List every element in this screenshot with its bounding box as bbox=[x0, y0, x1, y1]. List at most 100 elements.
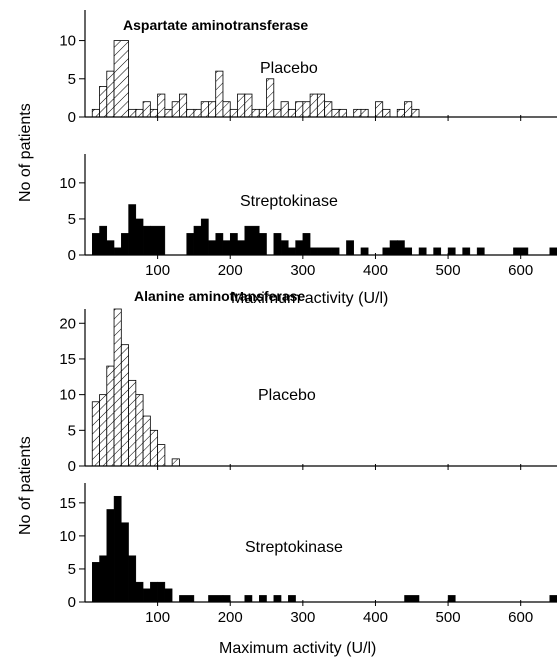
histogram-bar bbox=[418, 247, 427, 256]
histogram-bar bbox=[208, 240, 216, 256]
histogram-bar bbox=[295, 101, 304, 118]
histogram-bar bbox=[121, 522, 129, 603]
x-tick-label: 500 bbox=[436, 609, 461, 626]
histogram-bar bbox=[135, 108, 144, 118]
y-tick-label: 5 bbox=[68, 211, 76, 228]
alt-streptokinase-label: Streptokinase bbox=[245, 539, 343, 556]
histogram-bar bbox=[113, 308, 122, 467]
histogram-bar bbox=[229, 108, 238, 118]
histogram-bar bbox=[288, 595, 296, 603]
histogram-bar bbox=[331, 108, 340, 118]
y-tick-label: 15 bbox=[59, 495, 76, 512]
histogram-bar bbox=[382, 108, 391, 118]
histogram-bar bbox=[171, 101, 180, 118]
y-tick-label: 10 bbox=[59, 528, 76, 545]
histogram-bar bbox=[317, 247, 333, 256]
histogram-bar bbox=[128, 555, 137, 603]
histogram-bar bbox=[150, 225, 166, 256]
alt-placebo-label: Placebo bbox=[258, 387, 316, 404]
x-tick-label: 500 bbox=[436, 262, 461, 279]
histogram-bar bbox=[244, 93, 253, 118]
histogram-bar bbox=[251, 108, 260, 118]
histogram-bar bbox=[222, 240, 231, 256]
histogram-bar bbox=[237, 240, 246, 256]
histogram-bar bbox=[200, 101, 209, 118]
histogram-bar bbox=[229, 233, 238, 256]
histogram-bar bbox=[113, 247, 122, 256]
alt-chart-title: Alanine aminotransferase bbox=[134, 288, 305, 304]
histogram-bar bbox=[164, 108, 173, 118]
histogram-bar bbox=[309, 93, 318, 118]
histogram-bar bbox=[193, 108, 202, 118]
histogram-bar bbox=[447, 247, 456, 256]
x-tick-label: 100 bbox=[145, 609, 170, 626]
histogram-bar bbox=[353, 108, 362, 118]
y-tick-label: 0 bbox=[68, 109, 76, 126]
histogram-bar bbox=[215, 70, 224, 118]
panel-ast-placebo: 0 5 10 bbox=[59, 10, 557, 126]
y-tick-label: 0 bbox=[68, 458, 76, 475]
histogram-bar bbox=[389, 240, 398, 256]
x-tick-label: 200 bbox=[218, 609, 243, 626]
bottom-x-axis-title: Maximum activity (U/l) bbox=[219, 640, 376, 657]
histogram-bar bbox=[273, 595, 282, 603]
x-tick-label: 600 bbox=[508, 262, 533, 279]
histogram-bar bbox=[222, 101, 231, 118]
histogram-bar bbox=[375, 101, 384, 118]
x-tick-label: 100 bbox=[145, 262, 170, 279]
histogram-bar bbox=[309, 247, 318, 256]
histogram-bar bbox=[208, 595, 224, 603]
histogram-bar bbox=[244, 595, 253, 603]
histogram-bar bbox=[259, 595, 267, 603]
histogram-bar bbox=[99, 555, 108, 603]
histogram-bar bbox=[302, 233, 311, 256]
histogram-bar bbox=[302, 101, 311, 118]
x-tick-label: 400 bbox=[363, 609, 388, 626]
histogram-bar bbox=[171, 458, 180, 467]
histogram-bar bbox=[360, 108, 369, 118]
histogram-bar bbox=[149, 429, 159, 467]
histogram-bar bbox=[433, 247, 442, 256]
histogram-bar bbox=[179, 595, 195, 603]
histogram-bar bbox=[149, 108, 159, 118]
y-tick-label: 10 bbox=[59, 387, 76, 404]
histogram-bar bbox=[404, 595, 420, 603]
histogram-bar bbox=[99, 86, 108, 118]
y-tick-label: 0 bbox=[68, 594, 76, 611]
histogram-bar bbox=[113, 495, 122, 603]
y-tick-label: 10 bbox=[59, 175, 76, 192]
histogram-bar bbox=[150, 581, 158, 603]
histogram-bar bbox=[135, 218, 144, 256]
histogram-bar bbox=[273, 233, 282, 256]
y-tick-label: 5 bbox=[68, 71, 76, 88]
histogram-bar bbox=[404, 247, 413, 256]
histogram-bar bbox=[157, 93, 166, 118]
y-tick-label: 5 bbox=[68, 561, 76, 578]
histogram-bar bbox=[91, 108, 100, 118]
top-y-axis-title: No of patients bbox=[17, 103, 34, 202]
histogram-bar bbox=[404, 101, 413, 118]
histogram-bar bbox=[287, 108, 296, 118]
bottom-y-axis-title: No of patients bbox=[17, 436, 34, 535]
y-tick-label: 10 bbox=[59, 33, 76, 50]
histogram-bar bbox=[186, 108, 195, 118]
ast-placebo-label: Placebo bbox=[260, 60, 318, 77]
histogram-bar bbox=[200, 218, 209, 256]
histogram-bar bbox=[447, 595, 456, 603]
histogram-bar bbox=[135, 394, 144, 467]
panel-alt-placebo: 0 5 10 15 20 bbox=[59, 308, 557, 475]
histogram-bar bbox=[106, 365, 115, 467]
x-tick-label: 300 bbox=[290, 262, 315, 279]
histogram-bar bbox=[411, 108, 420, 118]
histogram-bar bbox=[142, 588, 151, 603]
histogram-bar bbox=[142, 415, 151, 467]
histogram-bar bbox=[106, 70, 115, 118]
histogram-bar bbox=[324, 101, 333, 118]
histogram-bar bbox=[92, 562, 100, 603]
histogram-bar bbox=[157, 581, 166, 603]
y-tick-label: 5 bbox=[68, 422, 76, 439]
histogram-bar bbox=[338, 108, 347, 118]
y-tick-label: 0 bbox=[68, 247, 76, 264]
histogram-bar bbox=[215, 233, 224, 256]
histogram-bar bbox=[273, 108, 282, 118]
